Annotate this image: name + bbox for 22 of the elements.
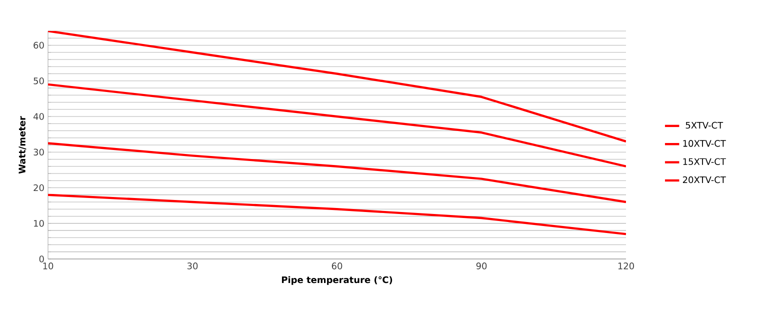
x-axis-title: Pipe temperature (℃) — [282, 276, 392, 285]
y-tick-label: 20 — [34, 184, 44, 192]
line-series — [48, 194, 626, 236]
line-series — [48, 142, 626, 204]
y-tick-label: 40 — [33, 113, 44, 120]
legend-label: 20XTV-CT — [682, 176, 726, 184]
x-tick-label: 120 — [618, 262, 634, 270]
x-tick-label: 10 — [43, 262, 54, 270]
legend-label: 15XTV-CT — [683, 158, 726, 165]
x-tick-label: 60 — [332, 262, 342, 270]
line-series — [48, 30, 626, 143]
legend-label: 10XTV-CT — [683, 140, 726, 147]
y-axis-title: Watt/meter — [18, 116, 26, 174]
x-tick-label: 30 — [187, 262, 198, 270]
y-tick-label: 0 — [39, 256, 44, 262]
line-series — [48, 83, 626, 168]
y-tick-label: 60 — [34, 42, 44, 49]
x-tick-label: 90 — [476, 262, 487, 270]
y-tick-label: 50 — [34, 77, 44, 84]
legend-label: 5XTV-CT — [686, 122, 724, 129]
y-tick-label: 30 — [34, 148, 44, 156]
y-tick-label: 10 — [34, 220, 44, 227]
